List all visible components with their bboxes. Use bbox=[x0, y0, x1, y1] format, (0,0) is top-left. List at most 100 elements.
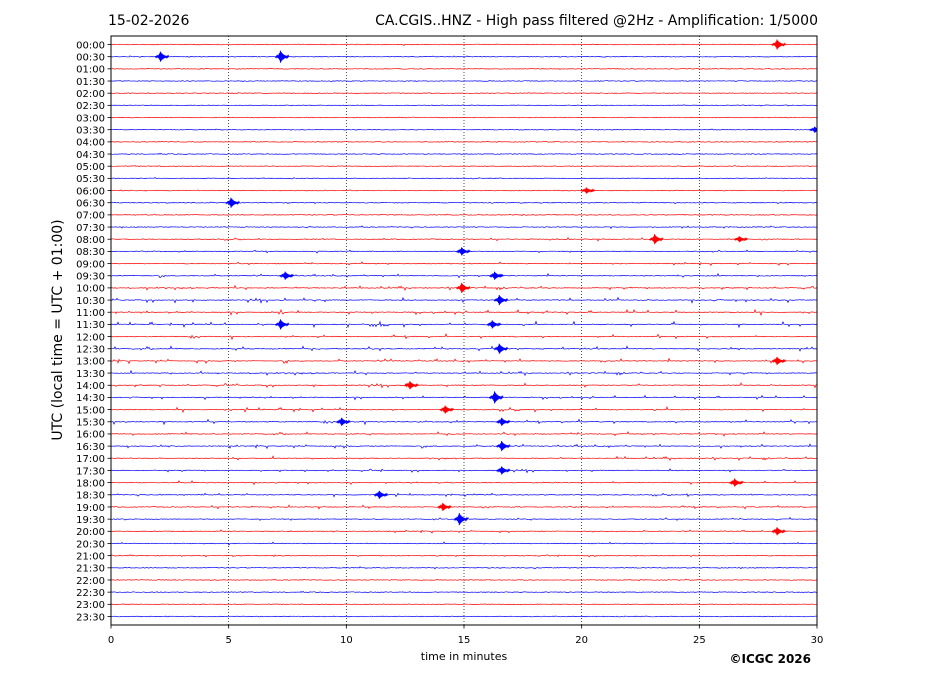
y-tick-label: 05:30 bbox=[76, 174, 105, 185]
y-tick-label: 18:00 bbox=[76, 478, 105, 489]
event-burst bbox=[225, 197, 240, 208]
y-tick-label: 17:30 bbox=[76, 466, 105, 477]
x-tick-label: 0 bbox=[108, 635, 114, 646]
trace-0200 bbox=[110, 92, 818, 94]
trace-0330 bbox=[110, 128, 818, 131]
event-burst bbox=[155, 51, 169, 62]
trace-1500 bbox=[111, 406, 818, 414]
event-burst bbox=[771, 356, 786, 365]
trace-2230 bbox=[110, 591, 818, 594]
y-tick-label: 10:30 bbox=[76, 296, 105, 307]
trace-0000 bbox=[110, 43, 818, 46]
y-tick-label: 05:00 bbox=[76, 162, 105, 173]
y-tick-label: 09:00 bbox=[76, 259, 105, 270]
trace-1700 bbox=[110, 455, 818, 462]
x-tick-label: 25 bbox=[693, 635, 706, 646]
y-tick-label: 11:30 bbox=[76, 320, 105, 331]
y-tick-label: 10:00 bbox=[76, 284, 105, 295]
y-axis-label: UTC (local time = UTC + 01:00) bbox=[50, 219, 66, 440]
event-burst bbox=[275, 319, 289, 330]
trace-1830 bbox=[110, 492, 818, 498]
trace-0500 bbox=[110, 165, 818, 168]
event-burst bbox=[489, 391, 504, 404]
event-burst bbox=[456, 247, 471, 256]
trace-1100 bbox=[110, 308, 818, 317]
y-tick-label: 04:30 bbox=[76, 150, 105, 161]
y-tick-label: 09:30 bbox=[76, 272, 105, 283]
event-burst bbox=[437, 502, 452, 512]
trace-1330 bbox=[110, 369, 818, 377]
y-tick-label: 22:00 bbox=[76, 576, 105, 587]
copyright-label: ©ICGC 2026 bbox=[729, 652, 811, 666]
x-tick-label: 15 bbox=[458, 635, 471, 646]
y-tick-label: 01:00 bbox=[76, 65, 105, 76]
y-tick-label: 16:30 bbox=[76, 442, 105, 453]
event-burst bbox=[496, 466, 511, 475]
date-label: 15-02-2026 bbox=[108, 13, 189, 29]
y-tick-label: 15:00 bbox=[76, 405, 105, 416]
trace-2100 bbox=[110, 554, 818, 558]
y-tick-label: 23:00 bbox=[76, 600, 105, 611]
event-burst bbox=[275, 50, 289, 63]
y-tick-label: 16:00 bbox=[76, 430, 105, 441]
trace-0930 bbox=[110, 272, 818, 279]
y-tick-label: 11:00 bbox=[76, 308, 105, 319]
trace-0700 bbox=[110, 213, 818, 217]
trace-0130 bbox=[110, 80, 818, 83]
event-burst bbox=[336, 417, 351, 426]
y-tick-label: 21:00 bbox=[76, 551, 105, 562]
trace-0430 bbox=[110, 152, 818, 156]
trace-0530 bbox=[110, 176, 818, 180]
trace-2300 bbox=[110, 603, 818, 606]
trace-2330 bbox=[110, 615, 818, 618]
y-tick-label: 00:30 bbox=[76, 52, 105, 63]
event-burst bbox=[581, 187, 595, 194]
y-tick-label: 12:30 bbox=[76, 345, 105, 356]
y-tick-label: 02:00 bbox=[76, 89, 105, 100]
x-axis-label: time in minutes bbox=[421, 650, 508, 663]
trace-2130 bbox=[110, 566, 818, 570]
x-tick-label: 5 bbox=[225, 635, 231, 646]
trace-0030 bbox=[110, 55, 818, 58]
event-burst bbox=[456, 282, 471, 293]
trace-1530 bbox=[110, 418, 818, 426]
x-tick-label: 30 bbox=[811, 635, 824, 646]
event-burst bbox=[649, 234, 664, 245]
event-burst bbox=[373, 490, 388, 499]
trace-1430 bbox=[110, 394, 818, 401]
y-tick-label: 06:00 bbox=[76, 186, 105, 197]
y-tick-label: 22:30 bbox=[76, 588, 105, 599]
event-burst bbox=[489, 271, 504, 280]
y-tick-label: 12:00 bbox=[76, 332, 105, 343]
y-tick-label: 08:00 bbox=[76, 235, 105, 246]
event-burst bbox=[771, 39, 786, 50]
event-burst bbox=[453, 513, 468, 526]
x-tick-label: 10 bbox=[340, 635, 353, 646]
y-tick-label: 07:00 bbox=[76, 211, 105, 222]
trace-2200 bbox=[110, 578, 818, 582]
event-burst bbox=[486, 320, 501, 329]
event-burst bbox=[771, 527, 786, 536]
trace-1600 bbox=[110, 431, 818, 437]
y-tick-label: 14:00 bbox=[76, 381, 105, 392]
trace-1400 bbox=[110, 382, 818, 389]
event-burst bbox=[494, 295, 508, 306]
event-burst bbox=[494, 343, 508, 354]
y-tick-label: 14:30 bbox=[76, 393, 105, 404]
y-tick-label: 23:30 bbox=[76, 612, 105, 623]
y-tick-label: 20:00 bbox=[76, 527, 105, 538]
chart-title: CA.CGIS..HNZ - High pass filtered @2Hz -… bbox=[375, 13, 818, 29]
event-burst bbox=[496, 417, 511, 426]
trace-0730 bbox=[110, 225, 818, 230]
y-tick-label: 19:30 bbox=[76, 515, 105, 526]
trace-1230 bbox=[110, 345, 818, 352]
y-tick-label: 00:00 bbox=[76, 40, 105, 51]
y-tick-label: 07:30 bbox=[76, 223, 105, 234]
y-tick-label: 19:00 bbox=[76, 503, 105, 514]
x-tick-label: 20 bbox=[575, 635, 588, 646]
event-burst bbox=[734, 236, 748, 243]
trace-1800 bbox=[110, 480, 818, 486]
y-tick-label: 06:30 bbox=[76, 199, 105, 210]
